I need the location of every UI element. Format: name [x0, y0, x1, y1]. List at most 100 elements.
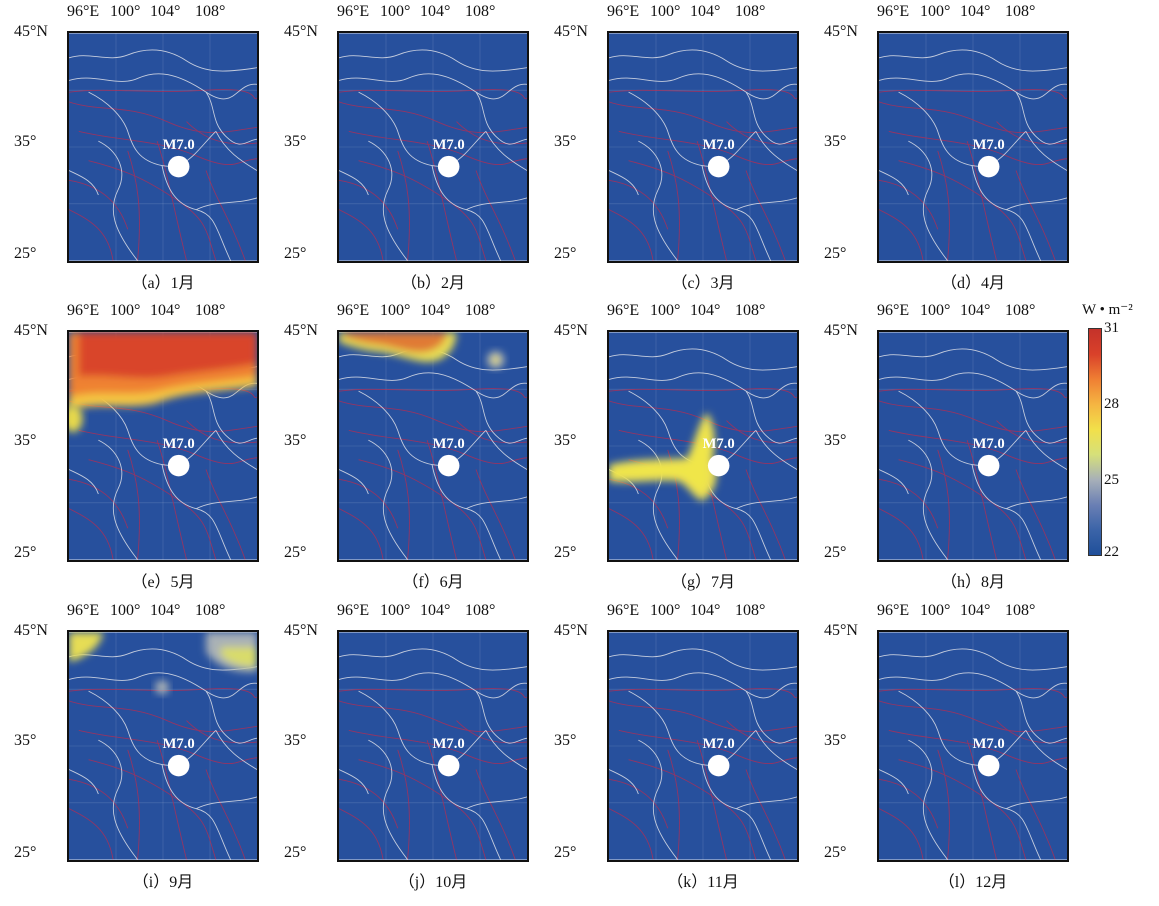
map-area: M7.0	[877, 330, 1069, 562]
lat-tick-label: 25°	[554, 544, 577, 561]
lat-tick-label: 25°	[284, 245, 307, 262]
lat-tick-label: 35°	[14, 432, 37, 449]
lat-tick-label: 35°	[284, 432, 307, 449]
epicenter-marker	[437, 754, 460, 777]
map-panel: 96°E 100° 104° 108° 45°N 35° 25°	[554, 302, 832, 602]
lon-tick-label: 96°E	[337, 302, 370, 319]
epicenter-marker	[977, 155, 1000, 178]
lon-tick-label: 96°E	[337, 602, 370, 619]
epicenter-label: M7.0	[703, 137, 735, 153]
lon-tick-label: 100°	[110, 3, 141, 20]
epicenter-marker	[437, 155, 460, 178]
lon-tick-label: 104°	[420, 3, 451, 20]
epicenter-label: M7.0	[703, 436, 735, 452]
heat-anomaly	[339, 332, 505, 369]
lat-tick-label: 35°	[554, 732, 577, 749]
lat-tick-label: 45°N	[14, 23, 48, 40]
map-panel: 96°E 100° 104° 108° 45°N 35° 25° M7.0 （	[554, 602, 832, 902]
lon-tick-label: 108°	[735, 3, 766, 20]
epicenter-marker	[977, 454, 1000, 477]
lat-tick-label: 35°	[554, 432, 577, 449]
lat-tick-label: 25°	[284, 544, 307, 561]
lon-tick-label: 100°	[920, 3, 951, 20]
lon-tick-label: 100°	[380, 302, 411, 319]
panel-caption: （l）12月	[938, 874, 1008, 891]
panel-caption: （g）7月	[670, 574, 735, 591]
epicenter-marker	[437, 454, 460, 477]
lat-tick-label: 35°	[824, 732, 847, 749]
lat-tick-label: 45°N	[284, 322, 318, 339]
colorbar-tick-25: 25	[1104, 472, 1119, 488]
map-panel: 96°E 100° 104° 108° 45°N 35° 25° M7.0 （	[554, 3, 832, 303]
lon-tick-label: 108°	[1005, 302, 1036, 319]
lon-tick-label: 100°	[110, 602, 141, 619]
lat-tick-label: 45°N	[14, 322, 48, 339]
lat-tick-label: 35°	[554, 133, 577, 150]
lat-tick-label: 25°	[554, 844, 577, 861]
lat-tick-label: 45°N	[824, 322, 858, 339]
map-area: M7.0	[607, 31, 799, 263]
panel-caption: （h）8月	[940, 574, 1005, 591]
colorbar-tick-22: 22	[1104, 544, 1119, 560]
colorbar-tick-31: 31	[1104, 320, 1119, 336]
epicenter-marker	[167, 754, 190, 777]
lon-tick-label: 108°	[735, 302, 766, 319]
map-area: M7.0	[607, 630, 799, 862]
panel-caption: （b）2月	[400, 275, 465, 292]
panel-caption: （c）3月	[671, 275, 735, 292]
lon-tick-label: 96°E	[877, 302, 910, 319]
epicenter-label: M7.0	[163, 137, 195, 153]
lon-tick-label: 104°	[690, 302, 721, 319]
epicenter-marker	[977, 754, 1000, 777]
map-area: M7.0	[67, 330, 259, 562]
heat-anomaly	[609, 412, 717, 501]
lon-tick-label: 104°	[150, 602, 181, 619]
lon-tick-label: 108°	[1005, 3, 1036, 20]
lon-tick-label: 104°	[420, 602, 451, 619]
lat-tick-label: 25°	[14, 245, 37, 262]
map-area: M7.0	[337, 31, 529, 263]
lat-tick-label: 35°	[824, 133, 847, 150]
map-area: M7.0	[337, 630, 529, 862]
map-panel: 96°E 100° 104° 108° 45°N 35° 25° M7.0 （	[824, 3, 1102, 303]
lat-tick-label: 35°	[284, 133, 307, 150]
lon-tick-label: 96°E	[67, 302, 100, 319]
lon-tick-label: 104°	[960, 302, 991, 319]
lon-tick-label: 100°	[110, 302, 141, 319]
lat-tick-label: 25°	[14, 844, 37, 861]
lon-tick-label: 100°	[650, 302, 681, 319]
lon-tick-label: 108°	[195, 3, 226, 20]
heat-anomaly	[69, 332, 257, 433]
lat-tick-label: 45°N	[824, 23, 858, 40]
lon-tick-label: 108°	[195, 302, 226, 319]
lat-tick-label: 25°	[284, 844, 307, 861]
lon-tick-label: 104°	[420, 302, 451, 319]
panel-caption: （j）10月	[398, 874, 468, 891]
lon-tick-label: 108°	[465, 302, 496, 319]
lon-tick-label: 108°	[1005, 602, 1036, 619]
lon-tick-label: 96°E	[877, 3, 910, 20]
colorbar-tick-28: 28	[1104, 396, 1119, 412]
lon-tick-label: 96°E	[877, 602, 910, 619]
epicenter-label: M7.0	[703, 736, 735, 752]
lon-tick-label: 104°	[150, 302, 181, 319]
epicenter-marker	[707, 155, 730, 178]
map-area: M7.0	[67, 630, 259, 862]
lon-tick-label: 104°	[690, 3, 721, 20]
panel-caption: （a）1月	[131, 275, 195, 292]
lat-tick-label: 25°	[824, 544, 847, 561]
lat-tick-label: 35°	[824, 432, 847, 449]
map-area: M7.0	[607, 330, 799, 562]
lat-tick-label: 25°	[824, 245, 847, 262]
lat-tick-label: 35°	[14, 133, 37, 150]
map-panel: 96°E 100° 104° 108° 45°N 35° 25° M7.0 （	[824, 302, 1102, 602]
map-panel: 96°E 100° 104° 108° 45°N 35° 25° M7.0 （	[14, 602, 292, 902]
lat-tick-label: 35°	[284, 732, 307, 749]
lat-tick-label: 45°N	[284, 23, 318, 40]
lat-tick-label: 45°N	[554, 322, 588, 339]
epicenter-marker	[707, 454, 730, 477]
lat-tick-label: 25°	[14, 544, 37, 561]
lon-tick-label: 108°	[465, 3, 496, 20]
lon-tick-label: 108°	[465, 602, 496, 619]
